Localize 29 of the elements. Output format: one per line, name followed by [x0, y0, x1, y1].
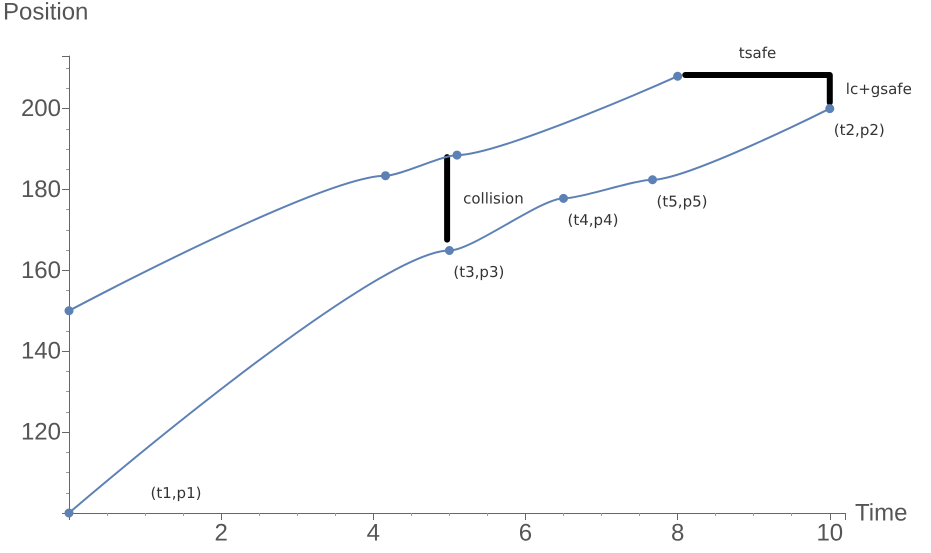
point — [648, 175, 658, 184]
point — [673, 72, 682, 81]
y-axis-title: Position — [3, 0, 88, 26]
annotation: tsafe — [738, 44, 776, 62]
point — [64, 508, 74, 518]
point — [559, 194, 568, 203]
y-tick-label: 140 — [20, 338, 61, 365]
annotation: (t2,p2) — [834, 121, 885, 140]
point — [452, 150, 462, 160]
x-tick-label: 4 — [366, 520, 380, 546]
y-tick-label: 200 — [20, 95, 61, 122]
x-tick-label: 2 — [214, 520, 228, 546]
annotation: collision — [463, 189, 524, 208]
point — [64, 306, 74, 316]
y-tick-label: 160 — [20, 256, 61, 284]
y-tick-label: 120 — [20, 418, 61, 446]
annotation: lc+gsafe — [846, 80, 912, 98]
annotation: (t4,p4) — [568, 210, 618, 229]
y-tick-label: 180 — [20, 176, 61, 203]
annotation: (t3,p3) — [453, 263, 504, 282]
x-tick-label: 6 — [518, 520, 532, 546]
point — [825, 104, 834, 114]
annotation: (t5,p5) — [656, 192, 708, 210]
x-tick-label: 10 — [816, 520, 844, 546]
x-tick-label: 8 — [670, 520, 684, 546]
annotation: (t1,p1) — [150, 484, 202, 502]
x-axis-title: Time — [855, 500, 908, 526]
point — [380, 171, 390, 180]
point — [444, 246, 454, 256]
